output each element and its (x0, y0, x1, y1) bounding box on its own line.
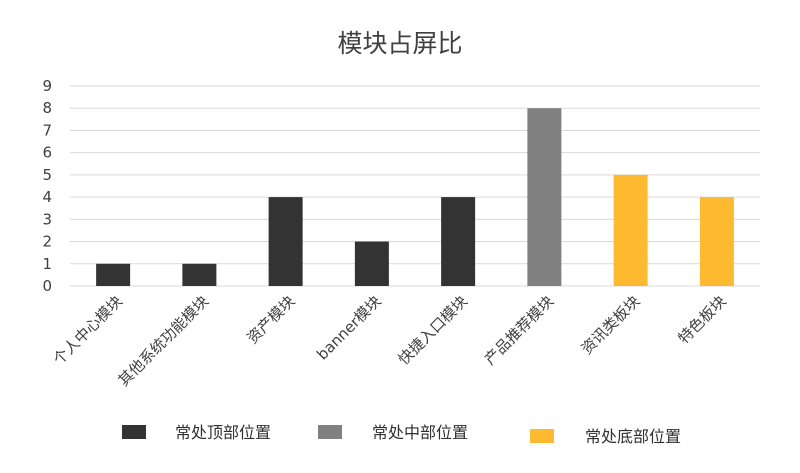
y-tick-label: 6 (42, 144, 52, 162)
legend-label: 常处顶部位置 (175, 423, 271, 442)
x-tick-label: 快捷入口模块 (395, 292, 471, 368)
y-tick-label: 3 (42, 210, 52, 228)
bar (354, 241, 389, 286)
legend-swatch (530, 429, 554, 443)
gridlines (70, 85, 760, 287)
bar (268, 197, 303, 286)
y-tick-label: 8 (42, 99, 52, 117)
bar (96, 263, 131, 286)
bar (441, 197, 476, 286)
bar (182, 263, 217, 286)
legend-label: 常处底部位置 (585, 427, 681, 446)
x-tick-label: 产品推荐模块 (481, 292, 557, 368)
x-tick-label: 特色板块 (675, 292, 730, 347)
y-axis-ticks: 0 1 2 3 4 5 6 7 8 9 (42, 77, 52, 295)
x-tick-label: 资讯类板块 (578, 292, 644, 358)
legend-label: 常处中部位置 (372, 423, 468, 442)
y-tick-label: 5 (42, 166, 52, 184)
y-tick-label: 7 (42, 121, 52, 139)
x-tick-label: 个人中心模块 (50, 292, 126, 368)
bar (613, 174, 648, 286)
chart-title: 模块占屏比 (337, 29, 462, 58)
y-tick-label: 9 (42, 77, 52, 95)
x-tick-label: 其他系统功能模块 (115, 292, 213, 390)
legend-swatch (122, 425, 146, 439)
y-tick-label: 4 (42, 188, 52, 206)
x-tick-label: banner模块 (313, 292, 385, 364)
y-tick-label: 2 (42, 233, 52, 251)
y-tick-label: 1 (42, 255, 52, 273)
y-tick-label: 0 (42, 277, 52, 295)
x-tick-label: 资产模块 (243, 292, 298, 347)
bars (96, 108, 734, 286)
bar (527, 108, 562, 286)
legend: 常处顶部位置 常处中部位置 常处底部位置 (122, 423, 681, 446)
legend-swatch (318, 425, 342, 439)
bar (699, 197, 734, 286)
